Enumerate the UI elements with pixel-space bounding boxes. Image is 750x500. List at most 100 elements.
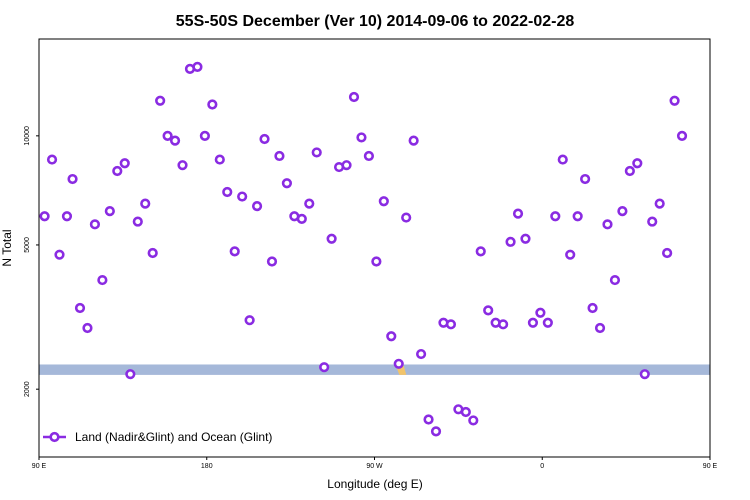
data-point [207,99,218,110]
data-point [393,358,404,369]
data-point [125,369,136,380]
data-point [542,317,553,328]
data-point [498,319,509,330]
data-point [676,130,688,141]
data-point [624,165,635,177]
data-point [274,150,285,162]
x-tick-label: 90 E [703,463,718,470]
data-point [460,406,471,418]
y-axis-label: N Total [0,229,14,266]
x-axis-label: Longitude (deg E) [327,477,422,491]
data-point [119,158,130,169]
data-point [214,154,225,165]
data-point [259,133,270,145]
legend: Land (Nadir&Glint) and Ocean (Glint) [43,430,272,444]
data-point [326,233,337,244]
y-tick-label: 5000 [24,237,31,253]
data-point [61,211,73,222]
data-point [602,219,613,230]
data-point [408,135,419,146]
data-point [237,191,248,202]
data-point [266,256,278,267]
data-point [54,249,65,260]
data-point [371,256,382,267]
data-point [647,216,658,227]
data-point [527,317,539,328]
data-point [654,198,665,209]
x-tick-label: 90 W [366,463,383,470]
data-point [475,246,486,257]
data-point [341,160,352,171]
data-point [112,165,123,177]
data-point [155,95,166,106]
data-point [348,91,360,103]
data-point [281,178,292,189]
data-point [140,198,151,209]
data-point [401,212,412,223]
data-point [423,414,434,425]
data-point [535,307,546,318]
data-point [177,160,188,171]
data-point [67,173,78,185]
data-point [89,219,101,230]
data-point [557,154,568,165]
x-tick-label: 90 E [32,463,47,470]
data-point [192,61,203,72]
data-point [550,211,561,222]
data-point [617,205,628,217]
ticks-layer: 90 E 180 90 W 0 90 E 2000 5000 10000 [24,126,718,470]
data-point [512,208,524,219]
data-point [222,186,233,198]
data-point [39,211,50,222]
data-point [572,211,583,222]
data-point [468,415,479,426]
data-point [46,154,58,165]
data-point [669,95,680,106]
data-point [430,426,442,437]
x-tick-label: 180 [201,463,213,470]
legend-marker [49,431,60,443]
data-point [505,236,516,247]
points-layer [39,61,688,437]
data-point [304,198,315,209]
data-point [594,322,606,334]
data-point [483,305,494,316]
data-point [296,213,307,224]
data-point [632,158,643,169]
data-point [132,216,143,227]
data-point [580,173,591,185]
y-tick-label: 2000 [24,381,31,397]
data-point [162,130,173,141]
data-point [565,249,576,260]
data-point [662,247,673,259]
data-point [445,319,457,330]
data-point [319,362,330,373]
data-point [104,205,115,217]
data-point [244,315,255,326]
data-point [82,322,93,334]
data-point [587,302,598,314]
legend-label: Land (Nadir&Glint) and Ocean (Glint) [75,430,272,444]
data-point [97,274,108,286]
x-tick-label: 0 [540,463,544,470]
data-point [199,130,210,141]
plot-frame [38,38,711,458]
data-point [386,331,397,342]
data-point [415,348,427,360]
data-point [251,200,263,212]
data-point [378,196,389,207]
data-point [520,233,531,244]
data-point [356,132,367,143]
chart-title: 55S-50S December (Ver 10) 2014-09-06 to … [176,13,575,30]
data-point [363,150,375,162]
data-point [169,135,181,146]
data-point [639,369,650,380]
data-point [147,247,158,259]
data-point [74,302,86,314]
data-point [311,147,322,158]
reference-band [39,364,710,375]
data-point [609,274,621,286]
y-tick-label: 10000 [24,126,31,146]
